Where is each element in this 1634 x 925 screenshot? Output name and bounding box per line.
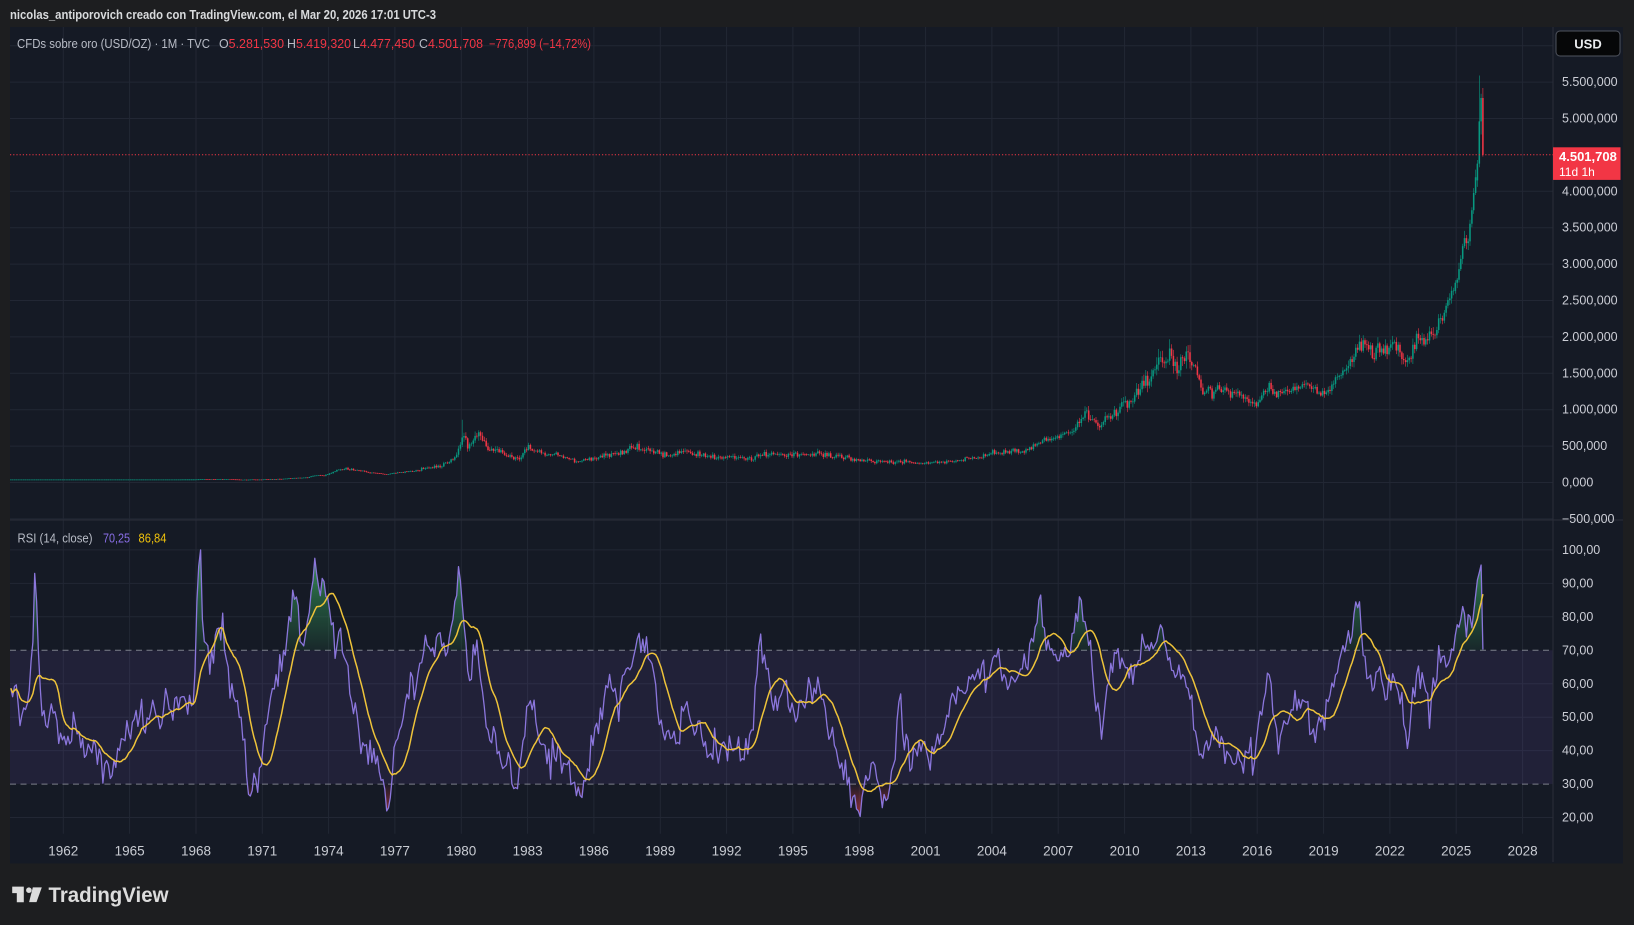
svg-text:1971: 1971 — [247, 844, 277, 859]
svg-text:1962: 1962 — [48, 844, 78, 859]
svg-text:80,00: 80,00 — [1562, 610, 1593, 624]
svg-text:3.000,000: 3.000,000 — [1562, 257, 1618, 271]
svg-text:−500,000: −500,000 — [1562, 512, 1615, 526]
svg-text:2028: 2028 — [1508, 844, 1538, 859]
svg-text:86,84: 86,84 — [139, 532, 167, 546]
svg-text:2025: 2025 — [1441, 844, 1471, 859]
svg-text:1995: 1995 — [778, 844, 808, 859]
svg-text:1.500,000: 1.500,000 — [1562, 366, 1618, 380]
svg-text:70,25: 70,25 — [103, 532, 130, 546]
svg-text:70,00: 70,00 — [1562, 643, 1593, 657]
svg-text:USD: USD — [1574, 37, 1601, 52]
svg-text:100,00: 100,00 — [1562, 543, 1600, 557]
svg-text:O5.281,530: O5.281,530 — [219, 37, 284, 51]
svg-text:4.501,708: 4.501,708 — [1559, 149, 1617, 164]
svg-text:1983: 1983 — [513, 844, 543, 859]
svg-text:2.000,000: 2.000,000 — [1562, 330, 1618, 344]
svg-text:C4.501,708: C4.501,708 — [419, 37, 483, 51]
svg-text:2022: 2022 — [1375, 844, 1405, 859]
svg-text:2019: 2019 — [1309, 844, 1339, 859]
svg-text:H5.419,320: H5.419,320 — [287, 37, 351, 51]
svg-text:4.000,000: 4.000,000 — [1562, 184, 1618, 198]
svg-text:20,00: 20,00 — [1562, 811, 1593, 825]
svg-text:RSI (14, close): RSI (14, close) — [18, 532, 93, 546]
svg-text:2007: 2007 — [1043, 844, 1073, 859]
svg-text:1968: 1968 — [181, 844, 211, 859]
svg-text:1986: 1986 — [579, 844, 609, 859]
svg-text:50,00: 50,00 — [1562, 710, 1593, 724]
svg-text:1965: 1965 — [115, 844, 145, 859]
svg-text:1980: 1980 — [446, 844, 476, 859]
svg-text:TradingView: TradingView — [49, 884, 170, 907]
svg-text:1.000,000: 1.000,000 — [1562, 403, 1618, 417]
svg-text:2016: 2016 — [1242, 844, 1272, 859]
svg-text:11d 1h: 11d 1h — [1559, 165, 1595, 179]
svg-text:1998: 1998 — [844, 844, 874, 859]
svg-text:500,000: 500,000 — [1562, 439, 1607, 453]
svg-text:90,00: 90,00 — [1562, 576, 1593, 590]
svg-text:30,00: 30,00 — [1562, 777, 1593, 791]
svg-text:2010: 2010 — [1110, 844, 1140, 859]
svg-text:L4.477,450: L4.477,450 — [353, 37, 415, 51]
svg-text:2.500,000: 2.500,000 — [1562, 294, 1618, 308]
svg-text:1974: 1974 — [314, 844, 345, 859]
svg-text:1992: 1992 — [712, 844, 742, 859]
svg-text:2004: 2004 — [977, 844, 1008, 859]
svg-text:−776,899 (−14,72%): −776,899 (−14,72%) — [489, 37, 591, 51]
svg-text:1989: 1989 — [645, 844, 675, 859]
svg-text:5.000,000: 5.000,000 — [1562, 112, 1618, 126]
svg-text:40,00: 40,00 — [1562, 744, 1593, 758]
svg-text:0,000: 0,000 — [1562, 476, 1593, 490]
svg-text:60,00: 60,00 — [1562, 677, 1593, 691]
svg-text:2013: 2013 — [1176, 844, 1206, 859]
svg-text:nicolas_antiporovich creado co: nicolas_antiporovich creado con TradingV… — [10, 7, 436, 22]
svg-text:2001: 2001 — [911, 844, 941, 859]
svg-text:5.500,000: 5.500,000 — [1562, 75, 1618, 89]
svg-text:1977: 1977 — [380, 844, 410, 859]
svg-text:3.500,000: 3.500,000 — [1562, 221, 1618, 235]
svg-text:CFDs sobre oro (USD/OZ) · 1M ·: CFDs sobre oro (USD/OZ) · 1M · TVC — [17, 37, 210, 51]
